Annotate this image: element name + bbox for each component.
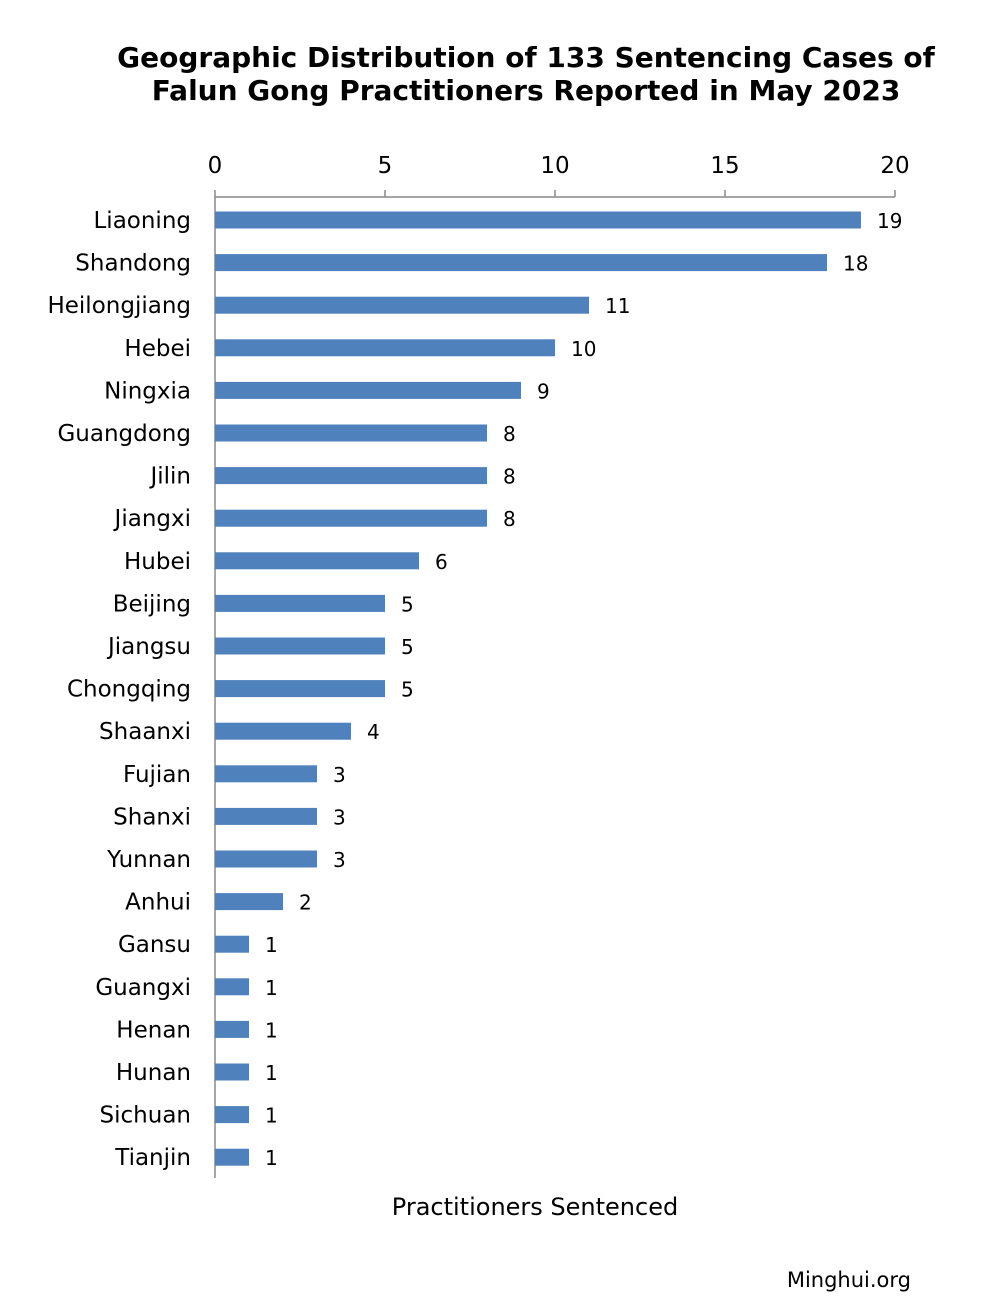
source-credit: Minghui.org [787, 1268, 911, 1292]
bar [215, 978, 249, 996]
bar [215, 893, 283, 911]
category-label: Shaanxi [99, 719, 191, 745]
value-label: 3 [333, 805, 346, 829]
value-label: 1 [265, 933, 278, 957]
bar [215, 680, 385, 698]
category-label: Guangdong [57, 421, 191, 447]
bar [215, 637, 385, 655]
bar [215, 594, 385, 612]
bar [215, 509, 487, 527]
value-label: 5 [401, 592, 414, 616]
value-label: 11 [605, 294, 630, 318]
x-tick-label: 15 [710, 153, 739, 179]
category-label: Gansu [118, 932, 191, 958]
bar [215, 339, 555, 357]
value-label: 8 [503, 422, 516, 446]
value-label: 18 [843, 252, 868, 276]
category-label: Beijing [113, 591, 191, 617]
category-label: Heilongjiang [47, 293, 191, 319]
value-label: 1 [265, 1104, 278, 1128]
value-label: 1 [265, 1146, 278, 1170]
category-label: Liaoning [93, 208, 191, 234]
value-label: 1 [265, 1018, 278, 1042]
value-label: 5 [401, 635, 414, 659]
category-label: Shandong [75, 251, 191, 277]
x-tick-label: 10 [540, 153, 569, 179]
category-label: Yunnan [106, 847, 191, 873]
x-tick-label: 5 [378, 153, 393, 179]
category-label: Guangxi [95, 975, 191, 1001]
value-label: 19 [877, 209, 902, 233]
x-tick-label: 0 [208, 153, 223, 179]
value-label: 5 [401, 678, 414, 702]
x-axis-label: Practitioners Sentenced [392, 1193, 678, 1221]
bar [215, 552, 419, 570]
x-tick-label: 20 [880, 153, 909, 179]
category-label: Hunan [116, 1060, 191, 1086]
category-label: Shanxi [113, 804, 191, 830]
bar [215, 807, 317, 825]
value-label: 8 [503, 465, 516, 489]
x-axis: 0 5 10 15 20 [208, 153, 910, 1178]
chart-title-line-1: Geographic Distribution of 133 Sentencin… [117, 41, 935, 74]
bar [215, 381, 521, 399]
category-label: Fujian [123, 762, 191, 788]
value-label: 10 [571, 337, 596, 361]
bar [215, 254, 827, 272]
value-label: 3 [333, 763, 346, 787]
category-label: Hubei [124, 549, 191, 575]
bar [215, 211, 861, 229]
bar [215, 722, 351, 740]
value-label: 8 [503, 507, 516, 531]
category-label: Henan [116, 1017, 191, 1043]
bar [215, 467, 487, 485]
value-label: 4 [367, 720, 380, 744]
bar [215, 850, 317, 868]
value-label: 6 [435, 550, 448, 574]
bar [215, 765, 317, 783]
bar [215, 1148, 249, 1166]
value-label: 1 [265, 1061, 278, 1085]
category-label: Ningxia [104, 378, 191, 404]
category-label: Anhui [125, 890, 191, 916]
category-label: Hebei [124, 336, 191, 362]
value-label: 1 [265, 976, 278, 1000]
bar [215, 935, 249, 953]
bar [215, 1063, 249, 1081]
category-label: Tianjin [114, 1145, 191, 1171]
bar [215, 296, 589, 314]
category-label: Jiangsu [106, 634, 191, 660]
value-label: 3 [333, 848, 346, 872]
category-label: Jiangxi [113, 506, 191, 532]
bar [215, 1020, 249, 1038]
category-label: Sichuan [100, 1103, 191, 1129]
bar [215, 1106, 249, 1124]
chart-title-line-2: Falun Gong Practitioners Reported in May… [152, 74, 901, 107]
value-label: 2 [299, 891, 312, 915]
category-label: Chongqing [67, 677, 191, 703]
category-label: Jilin [148, 464, 191, 490]
value-label: 9 [537, 379, 550, 403]
bar [215, 424, 487, 442]
